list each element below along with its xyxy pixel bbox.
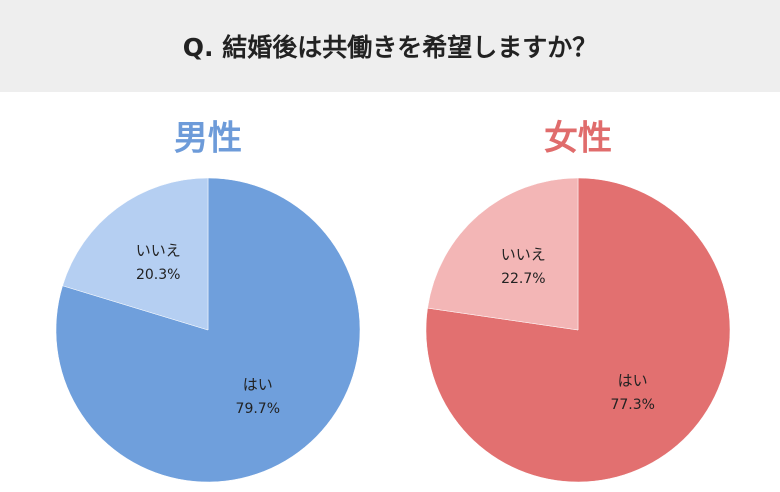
slice-label: はい	[618, 372, 648, 390]
pie-title: 女性	[544, 119, 612, 159]
value-label: 77.3%	[610, 397, 654, 413]
pie-slice	[425, 177, 731, 483]
value-label: 79.7%	[236, 401, 280, 417]
pie-slice	[427, 177, 579, 331]
value-label: 20.3%	[136, 267, 180, 283]
slice-label: はい	[243, 376, 273, 394]
question-title: Q. 結婚後は共働きを希望しますか？	[0, 0, 780, 92]
slice-label: いいえ	[501, 245, 546, 263]
slice-label: いいえ	[136, 241, 181, 259]
pie-slice	[62, 177, 209, 331]
value-label: 22.7%	[501, 271, 545, 287]
pie-title: 男性	[174, 119, 242, 159]
